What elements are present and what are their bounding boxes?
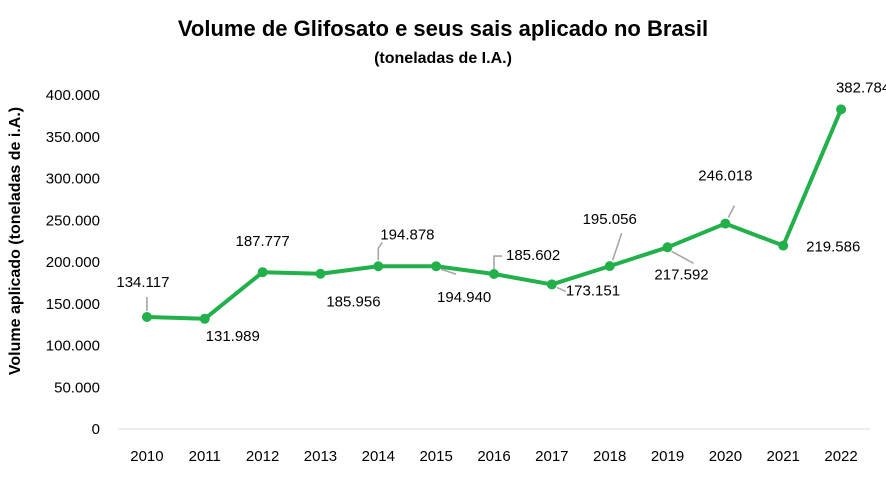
data-label: 134.117 <box>116 274 169 291</box>
data-label: 194.878 <box>380 226 434 243</box>
x-tick-label: 2019 <box>651 448 684 465</box>
data-label: 187.777 <box>235 233 289 250</box>
data-point <box>141 312 152 323</box>
data-label: 382.784 <box>836 79 886 96</box>
data-point <box>373 261 384 272</box>
data-point <box>604 261 615 272</box>
data-point <box>199 313 210 324</box>
data-label: 194.940 <box>437 289 491 306</box>
data-label: 185.602 <box>506 247 560 264</box>
x-tick-label: 2016 <box>477 448 510 465</box>
data-point <box>489 269 499 280</box>
leader-line <box>493 255 502 270</box>
leader-line <box>671 250 694 265</box>
y-tick-label: 0 <box>92 421 100 438</box>
leader-line <box>556 286 567 293</box>
x-tick-label: 2017 <box>535 448 568 465</box>
y-axis-label: Volume aplicado (toneladas de i.A.) <box>7 107 24 375</box>
y-tick-label: 50.000 <box>54 379 100 396</box>
series-line <box>144 107 844 321</box>
leader-line <box>377 241 383 261</box>
x-tick-label: 2014 <box>362 448 395 465</box>
data-point <box>257 267 268 278</box>
chart-title: Volume de Glifosato e seus sais aplicado… <box>177 16 709 41</box>
data-point <box>778 240 789 251</box>
leader-line <box>611 232 623 261</box>
data-point <box>315 268 326 279</box>
data-label: 131.989 <box>206 328 260 345</box>
data-point <box>662 242 673 253</box>
data-point <box>836 104 847 115</box>
y-tick-label: 200.000 <box>46 254 100 271</box>
y-tick-label: 100.000 <box>46 338 100 355</box>
x-tick-label: 2021 <box>767 448 800 465</box>
x-tick-label: 2015 <box>419 448 452 465</box>
data-label: 195.056 <box>583 211 637 228</box>
x-tick-label: 2010 <box>130 448 163 465</box>
leader-line <box>727 205 736 218</box>
x-tick-label: 2012 <box>246 448 279 465</box>
x-tick-label: 2013 <box>304 448 337 465</box>
x-tick-label: 2018 <box>593 448 626 465</box>
y-tick-label: 350.000 <box>46 129 100 146</box>
data-label: 217.592 <box>654 266 708 283</box>
y-tick-label: 250.000 <box>46 212 100 229</box>
x-tick-label: 2022 <box>824 448 857 465</box>
x-tick-label: 2020 <box>709 448 742 465</box>
data-point <box>720 218 731 229</box>
y-tick-label: 300.000 <box>46 171 100 188</box>
y-tick-label: 150.000 <box>46 296 100 313</box>
leader-line <box>440 268 457 275</box>
data-label: 246.018 <box>698 168 752 185</box>
data-label: 185.956 <box>326 294 380 311</box>
y-tick-label: 400.000 <box>46 87 100 104</box>
x-tick-label: 2011 <box>189 448 221 465</box>
data-point <box>431 261 442 272</box>
data-label: 173.151 <box>566 282 620 299</box>
data-label: 219.586 <box>806 239 860 256</box>
chart-subtitle: (toneladas de I.A.) <box>374 50 512 67</box>
data-point <box>546 279 557 290</box>
